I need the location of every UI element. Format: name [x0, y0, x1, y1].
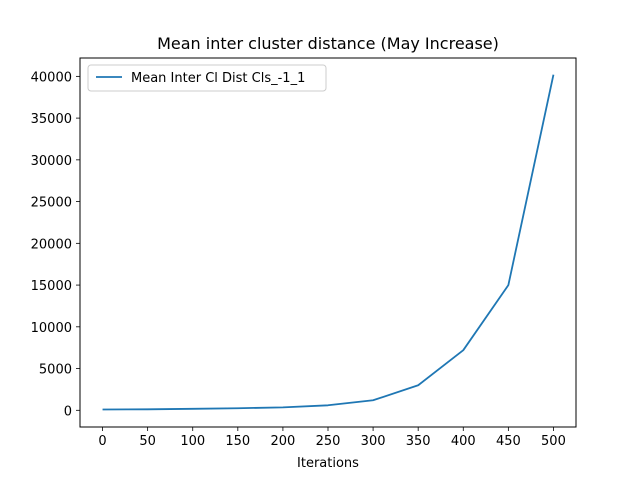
- y-tick-label: 20000: [31, 237, 72, 252]
- x-tick-label: 350: [406, 434, 431, 449]
- y-tick-label: 35000: [31, 112, 72, 127]
- legend: Mean Inter Cl Dist Cls_-1_1: [87, 64, 327, 92]
- x-tick-label: 200: [270, 434, 295, 449]
- x-tick-label: 0: [98, 434, 106, 449]
- x-tick-label: 150: [225, 434, 250, 449]
- y-tick-label: 0: [64, 404, 72, 419]
- series-layer: [102, 74, 555, 411]
- legend-box: [87, 64, 327, 92]
- y-tick-label: 30000: [31, 154, 72, 169]
- x-tick-label: 250: [316, 434, 341, 449]
- x-axis-label: Iterations: [297, 456, 359, 471]
- y-tick-label: 5000: [39, 363, 72, 378]
- x-tick-label: 100: [180, 434, 205, 449]
- series-line: [102, 74, 555, 411]
- y-tick-label: 10000: [31, 321, 72, 336]
- y-tick-label: 25000: [31, 196, 72, 211]
- x-tick-label: 450: [496, 434, 521, 449]
- y-tick-label: 15000: [31, 279, 72, 294]
- axes-frame: [79, 57, 577, 428]
- x-tick-label: 500: [541, 434, 566, 449]
- legend-entry-label: Mean Inter Cl Dist Cls_-1_1: [131, 71, 305, 86]
- chart-title: Mean inter cluster distance (May Increas…: [157, 34, 499, 53]
- x-tick-label: 400: [451, 434, 476, 449]
- x-axis-ticks: 0 50 100 150 200 250 300 350 400 450 500: [98, 427, 566, 449]
- x-tick-label: 300: [361, 434, 386, 449]
- y-tick-label: 40000: [31, 70, 72, 85]
- x-tick-label: 50: [139, 434, 156, 449]
- y-axis-ticks: 0 5000 10000 15000 20000 25000 30000 35000 40000: [31, 70, 80, 419]
